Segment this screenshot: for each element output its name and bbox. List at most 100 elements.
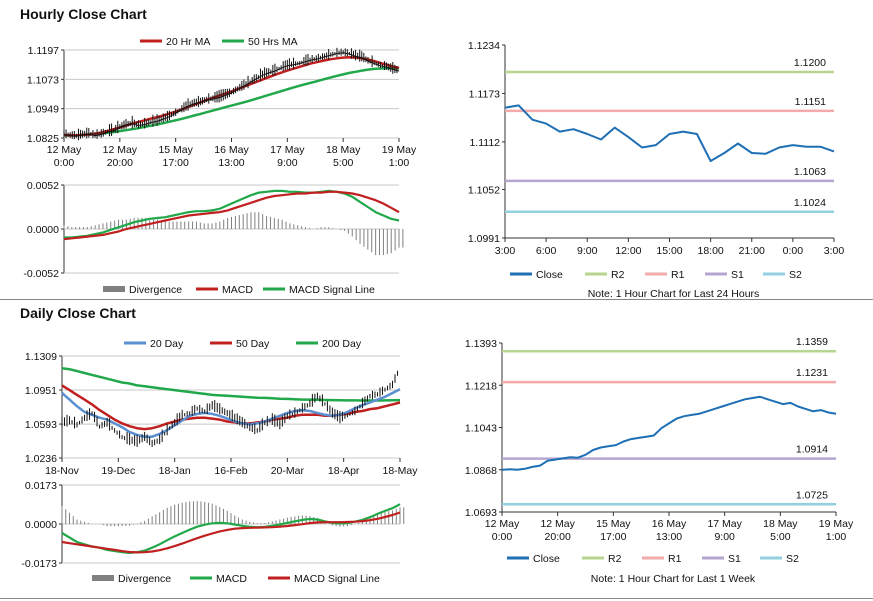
daily-legend-macd-signal-label: MACD Signal Line bbox=[294, 573, 380, 585]
hourly-price-x-tick-label: 1:00 bbox=[389, 157, 410, 169]
daily-pivot-x-tick-label: 12 May bbox=[485, 518, 520, 530]
daily-pivot-x-tick-label: 0:00 bbox=[492, 531, 513, 543]
daily-pivot-legend-close-label: Close bbox=[533, 553, 560, 565]
daily-pivot-x-tick-label: 20:00 bbox=[545, 531, 571, 543]
daily-price-x-tick-label: 18-Jan bbox=[159, 465, 191, 477]
hourly-pivot-note: Note: 1 Hour Chart for Last 24 Hours bbox=[588, 288, 760, 300]
hourly-pivot-x-tick-label: 3:00 bbox=[495, 245, 516, 257]
legend-macd-label: MACD bbox=[222, 284, 253, 296]
hourly-macd-y-tick-label: 0.0000 bbox=[27, 224, 59, 236]
hourly-pivot-r2-value: 1.1200 bbox=[794, 57, 826, 69]
hourly-pivot-y-tick-label: 1.1234 bbox=[468, 40, 500, 52]
daily-macd-y-tick-label: 0.0000 bbox=[25, 519, 57, 531]
legend-divergence-swatch bbox=[103, 286, 125, 292]
hourly-price-y-tick-label: 1.1073 bbox=[27, 74, 59, 86]
hourly-section-title: Hourly Close Chart bbox=[20, 6, 147, 22]
daily-legend-macd-label: MACD bbox=[216, 573, 247, 585]
daily-pivot-x-tick-label: 13:00 bbox=[656, 531, 682, 543]
hourly-pivot-legend-close-label: Close bbox=[536, 269, 563, 281]
hourly-price-x-tick-label: 9:00 bbox=[277, 157, 298, 169]
daily-pivot-x-tick-label: 9:00 bbox=[714, 531, 735, 543]
hourly-pivot-y-tick-label: 1.1112 bbox=[469, 137, 500, 149]
section-divider bbox=[0, 299, 873, 300]
daily-pivot-x-tick-label: 16 May bbox=[652, 518, 687, 530]
hourly-price-x-tick-label: 12 May bbox=[47, 144, 82, 156]
daily-pivot-x-tick-label: 15 May bbox=[596, 518, 631, 530]
daily-pivot-r1-value: 1.1231 bbox=[796, 367, 828, 379]
hourly-pivot-x-tick-label: 3:00 bbox=[824, 245, 845, 257]
daily-legend-divergence-label: Divergence bbox=[118, 573, 171, 585]
hourly-pivot-legend-s1-label: S1 bbox=[731, 269, 744, 281]
daily-ma200-line bbox=[61, 367, 401, 402]
daily-pivot-r2-value: 1.1359 bbox=[796, 336, 828, 348]
daily-price-y-tick-label: 1.0951 bbox=[25, 385, 57, 397]
hourly-price-y-tick-label: 1.1197 bbox=[28, 45, 59, 57]
hourly-pivot-legend-s2-label: S2 bbox=[789, 269, 802, 281]
legend-divergence-label: Divergence bbox=[129, 284, 182, 296]
hourly-pivot-x-tick-label: 18:00 bbox=[697, 245, 723, 257]
daily-signal-line bbox=[61, 511, 401, 554]
daily-pivot-legend-r1-label: R1 bbox=[668, 553, 682, 565]
daily-price-x-tick-label: 16-Feb bbox=[214, 465, 247, 477]
daily-price-y-tick-label: 1.0236 bbox=[25, 453, 57, 465]
hourly-price-x-tick-label: 12 May bbox=[103, 144, 138, 156]
daily-pivot-note: Note: 1 Hour Chart for Last 1 Week bbox=[591, 573, 756, 585]
legend-20-day-label: 20 Day bbox=[150, 338, 184, 350]
hourly-pivot-x-tick-label: 6:00 bbox=[536, 245, 557, 257]
daily-pivot-x-tick-label: 18 May bbox=[763, 518, 798, 530]
hourly-pivot-x-tick-label: 9:00 bbox=[577, 245, 598, 257]
hourly-price-x-tick-label: 13:00 bbox=[218, 157, 244, 169]
daily-price-x-tick-label: 18-May bbox=[382, 465, 418, 477]
legend-macd-signal-label: MACD Signal Line bbox=[289, 284, 375, 296]
hourly-pivot-r1-value: 1.1151 bbox=[795, 96, 826, 108]
daily-pivot-close-line bbox=[501, 395, 837, 471]
hourly-price-x-tick-label: 0:00 bbox=[54, 157, 75, 169]
hourly-price-y-tick-label: 1.0825 bbox=[27, 133, 59, 145]
hourly-pivot-x-tick-label: 0:00 bbox=[783, 245, 804, 257]
daily-legend-divergence-swatch bbox=[92, 575, 114, 581]
hourly-pivot-y-tick-label: 1.1173 bbox=[469, 88, 500, 100]
hourly-macd-y-tick-label: 0.0052 bbox=[27, 180, 59, 192]
daily-price-x-tick-label: 18-Apr bbox=[328, 465, 360, 477]
hourly-pivot-x-tick-label: 21:00 bbox=[739, 245, 765, 257]
daily-pivot-y-tick-label: 1.1218 bbox=[465, 380, 497, 392]
daily-pivot-y-tick-label: 1.1393 bbox=[465, 338, 497, 350]
hourly-price-x-tick-label: 5:00 bbox=[333, 157, 354, 169]
hourly-ma50-line bbox=[64, 66, 400, 137]
hourly-pivot-legend-r1-label: R1 bbox=[671, 269, 685, 281]
daily-price-x-tick-label: 18-Nov bbox=[45, 465, 80, 477]
daily-pivot-x-tick-label: 5:00 bbox=[770, 531, 791, 543]
hourly-ma20-line bbox=[63, 56, 400, 137]
daily-pivot-x-tick-label: 17:00 bbox=[600, 531, 626, 543]
daily-pivot-y-tick-label: 1.1043 bbox=[465, 423, 497, 435]
legend-50hrs-ma-label: 50 Hrs MA bbox=[248, 36, 298, 48]
daily-pivot-y-tick-label: 1.0868 bbox=[465, 465, 497, 477]
hourly-pivot-s2-value: 1.1024 bbox=[794, 197, 826, 209]
hourly-price-x-tick-label: 20:00 bbox=[107, 157, 133, 169]
daily-ma20-line bbox=[61, 388, 401, 438]
daily-price-x-tick-label: 19-Dec bbox=[101, 465, 135, 477]
legend-20hr-ma-label: 20 Hr MA bbox=[166, 36, 210, 48]
daily-pivot-s2-value: 1.0725 bbox=[796, 489, 828, 501]
hourly-pivot-x-tick-label: 15:00 bbox=[656, 245, 682, 257]
daily-pivot-x-tick-label: 1:00 bbox=[826, 531, 847, 543]
hourly-price-x-tick-label: 18 May bbox=[326, 144, 361, 156]
legend-200-day-label: 200 Day bbox=[322, 338, 362, 350]
daily-pivot-x-tick-label: 12 May bbox=[540, 518, 575, 530]
daily-price-x-tick-label: 20-Mar bbox=[271, 465, 305, 477]
daily-pivot-s1-value: 1.0914 bbox=[796, 444, 828, 456]
bottom-divider bbox=[0, 598, 873, 599]
hourly-price-x-tick-label: 15 May bbox=[158, 144, 193, 156]
daily-pivot-y-tick-label: 1.0693 bbox=[465, 507, 497, 519]
hourly-pivot-y-tick-label: 1.1052 bbox=[468, 185, 500, 197]
hourly-price-x-tick-label: 19 May bbox=[382, 144, 417, 156]
daily-pivot-x-tick-label: 19 May bbox=[819, 518, 854, 530]
hourly-signal-line bbox=[63, 190, 400, 241]
legend-50-day-label: 50 Day bbox=[236, 338, 270, 350]
daily-price-y-tick-label: 1.0593 bbox=[25, 419, 57, 431]
daily-macd-line bbox=[61, 503, 401, 555]
daily-pivot-legend-r2-label: R2 bbox=[608, 553, 622, 565]
hourly-pivot-legend-r2-label: R2 bbox=[611, 269, 625, 281]
daily-pivot-x-tick-label: 17 May bbox=[707, 518, 742, 530]
